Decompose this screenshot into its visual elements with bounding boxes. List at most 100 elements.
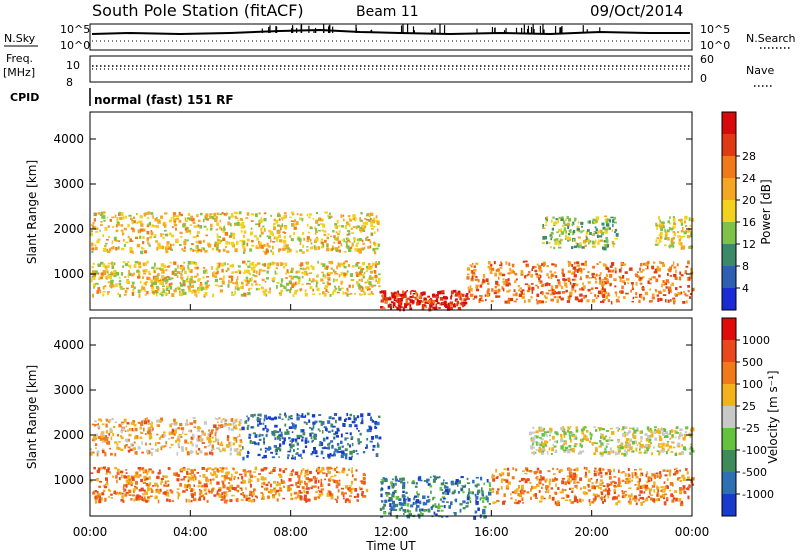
data-cell bbox=[681, 451, 685, 455]
data-cell bbox=[279, 283, 283, 288]
data-cell bbox=[349, 485, 352, 487]
data-cell bbox=[541, 447, 545, 451]
data-cell bbox=[332, 291, 335, 294]
data-cell bbox=[224, 422, 227, 426]
data-cell bbox=[192, 221, 196, 224]
data-cell bbox=[604, 448, 607, 451]
data-cell bbox=[266, 270, 269, 274]
data-cell bbox=[125, 472, 128, 474]
data-cell bbox=[254, 442, 258, 446]
data-cell bbox=[654, 437, 657, 440]
data-cell bbox=[546, 265, 549, 268]
data-cell bbox=[411, 300, 415, 304]
data-cell bbox=[685, 294, 689, 297]
data-cell bbox=[340, 262, 342, 266]
data-cell bbox=[346, 293, 349, 297]
data-cell bbox=[542, 224, 544, 228]
data-cell bbox=[196, 266, 200, 269]
data-cell bbox=[518, 293, 522, 297]
data-cell bbox=[290, 457, 295, 460]
data-cell bbox=[275, 267, 279, 270]
data-cell bbox=[554, 492, 558, 495]
data-cell bbox=[160, 268, 164, 271]
data-cell bbox=[343, 261, 345, 264]
data-cell bbox=[149, 428, 153, 432]
data-cell bbox=[606, 227, 610, 231]
data-cell bbox=[175, 227, 177, 231]
data-cell bbox=[605, 295, 608, 299]
data-cell bbox=[627, 473, 630, 477]
data-cell bbox=[542, 262, 545, 267]
data-cell bbox=[536, 263, 539, 266]
data-cell bbox=[688, 217, 691, 221]
data-cell bbox=[526, 289, 531, 293]
data-cell bbox=[143, 250, 147, 254]
data-cell bbox=[432, 306, 435, 310]
data-cell bbox=[290, 470, 294, 473]
data-cell bbox=[587, 271, 590, 274]
data-cell bbox=[535, 477, 538, 479]
data-cell bbox=[302, 416, 306, 418]
data-cell bbox=[236, 448, 239, 451]
data-cell bbox=[653, 430, 657, 434]
data-cell bbox=[471, 273, 476, 277]
data-cell bbox=[585, 438, 589, 442]
data-cell bbox=[255, 213, 258, 218]
data-cell bbox=[584, 260, 587, 264]
data-cell bbox=[91, 438, 96, 442]
data-cell bbox=[250, 266, 254, 271]
data-cell bbox=[242, 234, 246, 238]
data-cell bbox=[289, 473, 293, 477]
data-cell bbox=[105, 482, 109, 485]
data-cell bbox=[225, 493, 228, 496]
data-cell bbox=[364, 221, 369, 225]
data-cell bbox=[132, 220, 136, 224]
data-cell bbox=[532, 426, 535, 429]
data-cell bbox=[684, 433, 687, 437]
data-cell bbox=[572, 266, 576, 270]
data-cell bbox=[579, 293, 583, 297]
data-cell bbox=[99, 229, 101, 232]
data-cell bbox=[182, 291, 184, 296]
data-cell bbox=[164, 445, 167, 447]
colorbar-segment bbox=[722, 112, 736, 134]
data-cell bbox=[359, 487, 363, 491]
data-cell bbox=[92, 226, 95, 229]
data-cell bbox=[498, 272, 502, 276]
data-cell bbox=[236, 485, 240, 488]
data-cell bbox=[504, 300, 508, 304]
data-cell bbox=[203, 225, 207, 228]
data-cell bbox=[279, 474, 283, 478]
data-cell bbox=[263, 212, 267, 215]
data-cell bbox=[660, 445, 663, 448]
data-cell bbox=[461, 484, 465, 487]
data-cell bbox=[231, 291, 234, 294]
data-cell bbox=[524, 275, 527, 279]
data-cell bbox=[250, 227, 253, 230]
data-cell bbox=[542, 241, 545, 245]
data-cell bbox=[259, 433, 261, 437]
data-cell bbox=[668, 289, 672, 293]
data-cell bbox=[565, 449, 568, 452]
data-cell bbox=[593, 470, 596, 473]
data-cell bbox=[623, 490, 627, 493]
data-cell bbox=[125, 483, 128, 488]
data-cell bbox=[211, 448, 215, 450]
data-cell bbox=[141, 248, 145, 250]
data-cell bbox=[128, 214, 132, 217]
data-cell bbox=[210, 223, 213, 228]
data-cell bbox=[393, 295, 397, 300]
data-cell bbox=[263, 418, 266, 422]
data-cell bbox=[106, 216, 109, 219]
data-cell bbox=[218, 427, 221, 429]
data-cell bbox=[96, 450, 100, 454]
data-cell bbox=[511, 476, 515, 480]
data-cell bbox=[228, 489, 232, 492]
data-cell bbox=[424, 509, 428, 512]
data-cell bbox=[229, 499, 233, 503]
data-cell bbox=[162, 233, 165, 236]
data-cell bbox=[257, 442, 260, 446]
data-cell bbox=[477, 489, 481, 494]
data-cell bbox=[295, 481, 298, 486]
data-cell bbox=[166, 265, 170, 268]
